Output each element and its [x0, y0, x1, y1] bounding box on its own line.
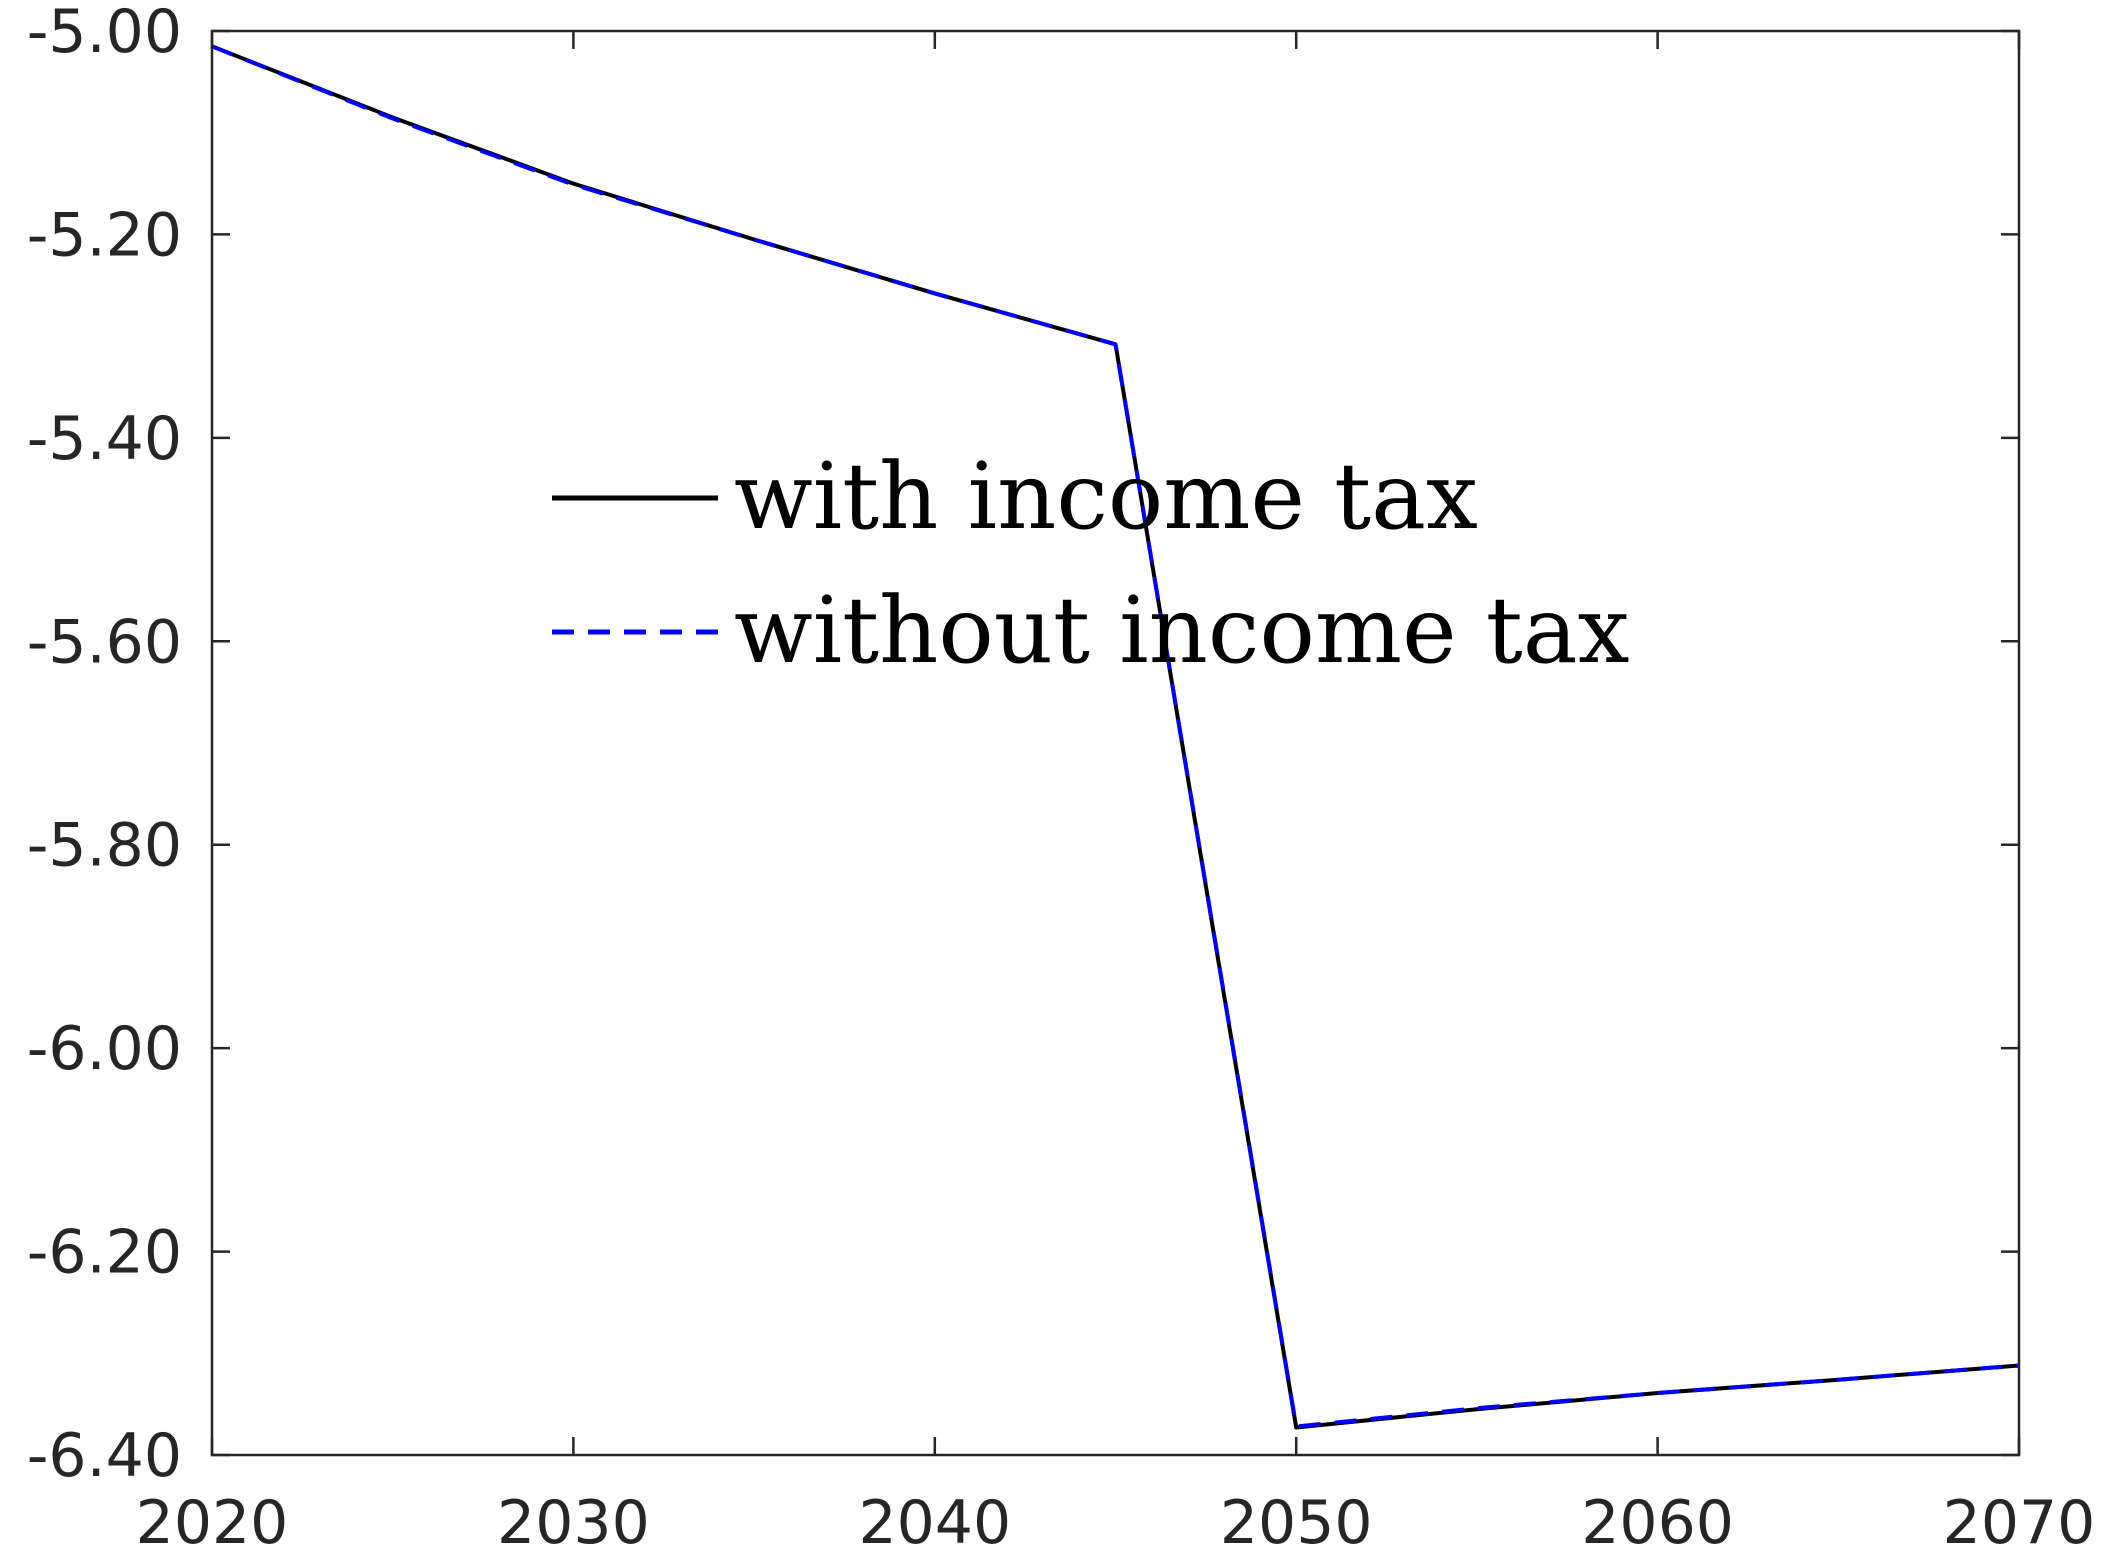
plot-background: [212, 31, 2019, 1455]
x-tick-label: 2020: [136, 1488, 289, 1554]
y-tick-label: -5.60: [27, 607, 182, 677]
legend-label-with-income-tax: with income tax: [734, 443, 1478, 550]
x-tick-label: 2050: [1220, 1488, 1373, 1554]
x-tick-label: 2040: [858, 1488, 1011, 1554]
y-tick-label: -6.20: [27, 1218, 182, 1288]
legend-label-without-income-tax: without income tax: [734, 577, 1629, 684]
plot-frame: [210, 29, 2021, 1457]
y-tick-label: -5.40: [27, 404, 182, 474]
series-layer: [211, 44, 2020, 1430]
x-tick-label: 2030: [497, 1488, 650, 1554]
y-tick-label: -6.40: [27, 1421, 182, 1491]
y-tick-label: -5.80: [27, 811, 182, 881]
y-tick-label: -5.20: [27, 200, 182, 270]
y-tick-label: -5.00: [27, 0, 182, 67]
x-tick-label: 2060: [1581, 1488, 1734, 1554]
legend: with income tax without income tax: [552, 443, 1629, 684]
y-tick-label: -6.00: [27, 1014, 182, 1084]
x-tick-label: 2070: [1943, 1488, 2096, 1554]
series-line-without-income-tax: [211, 44, 2020, 1429]
ticks-layer: 2020 2030 2040 2050 2060 2070 -5.00 -5.20 -5.40 -…: [27, 0, 2096, 1554]
